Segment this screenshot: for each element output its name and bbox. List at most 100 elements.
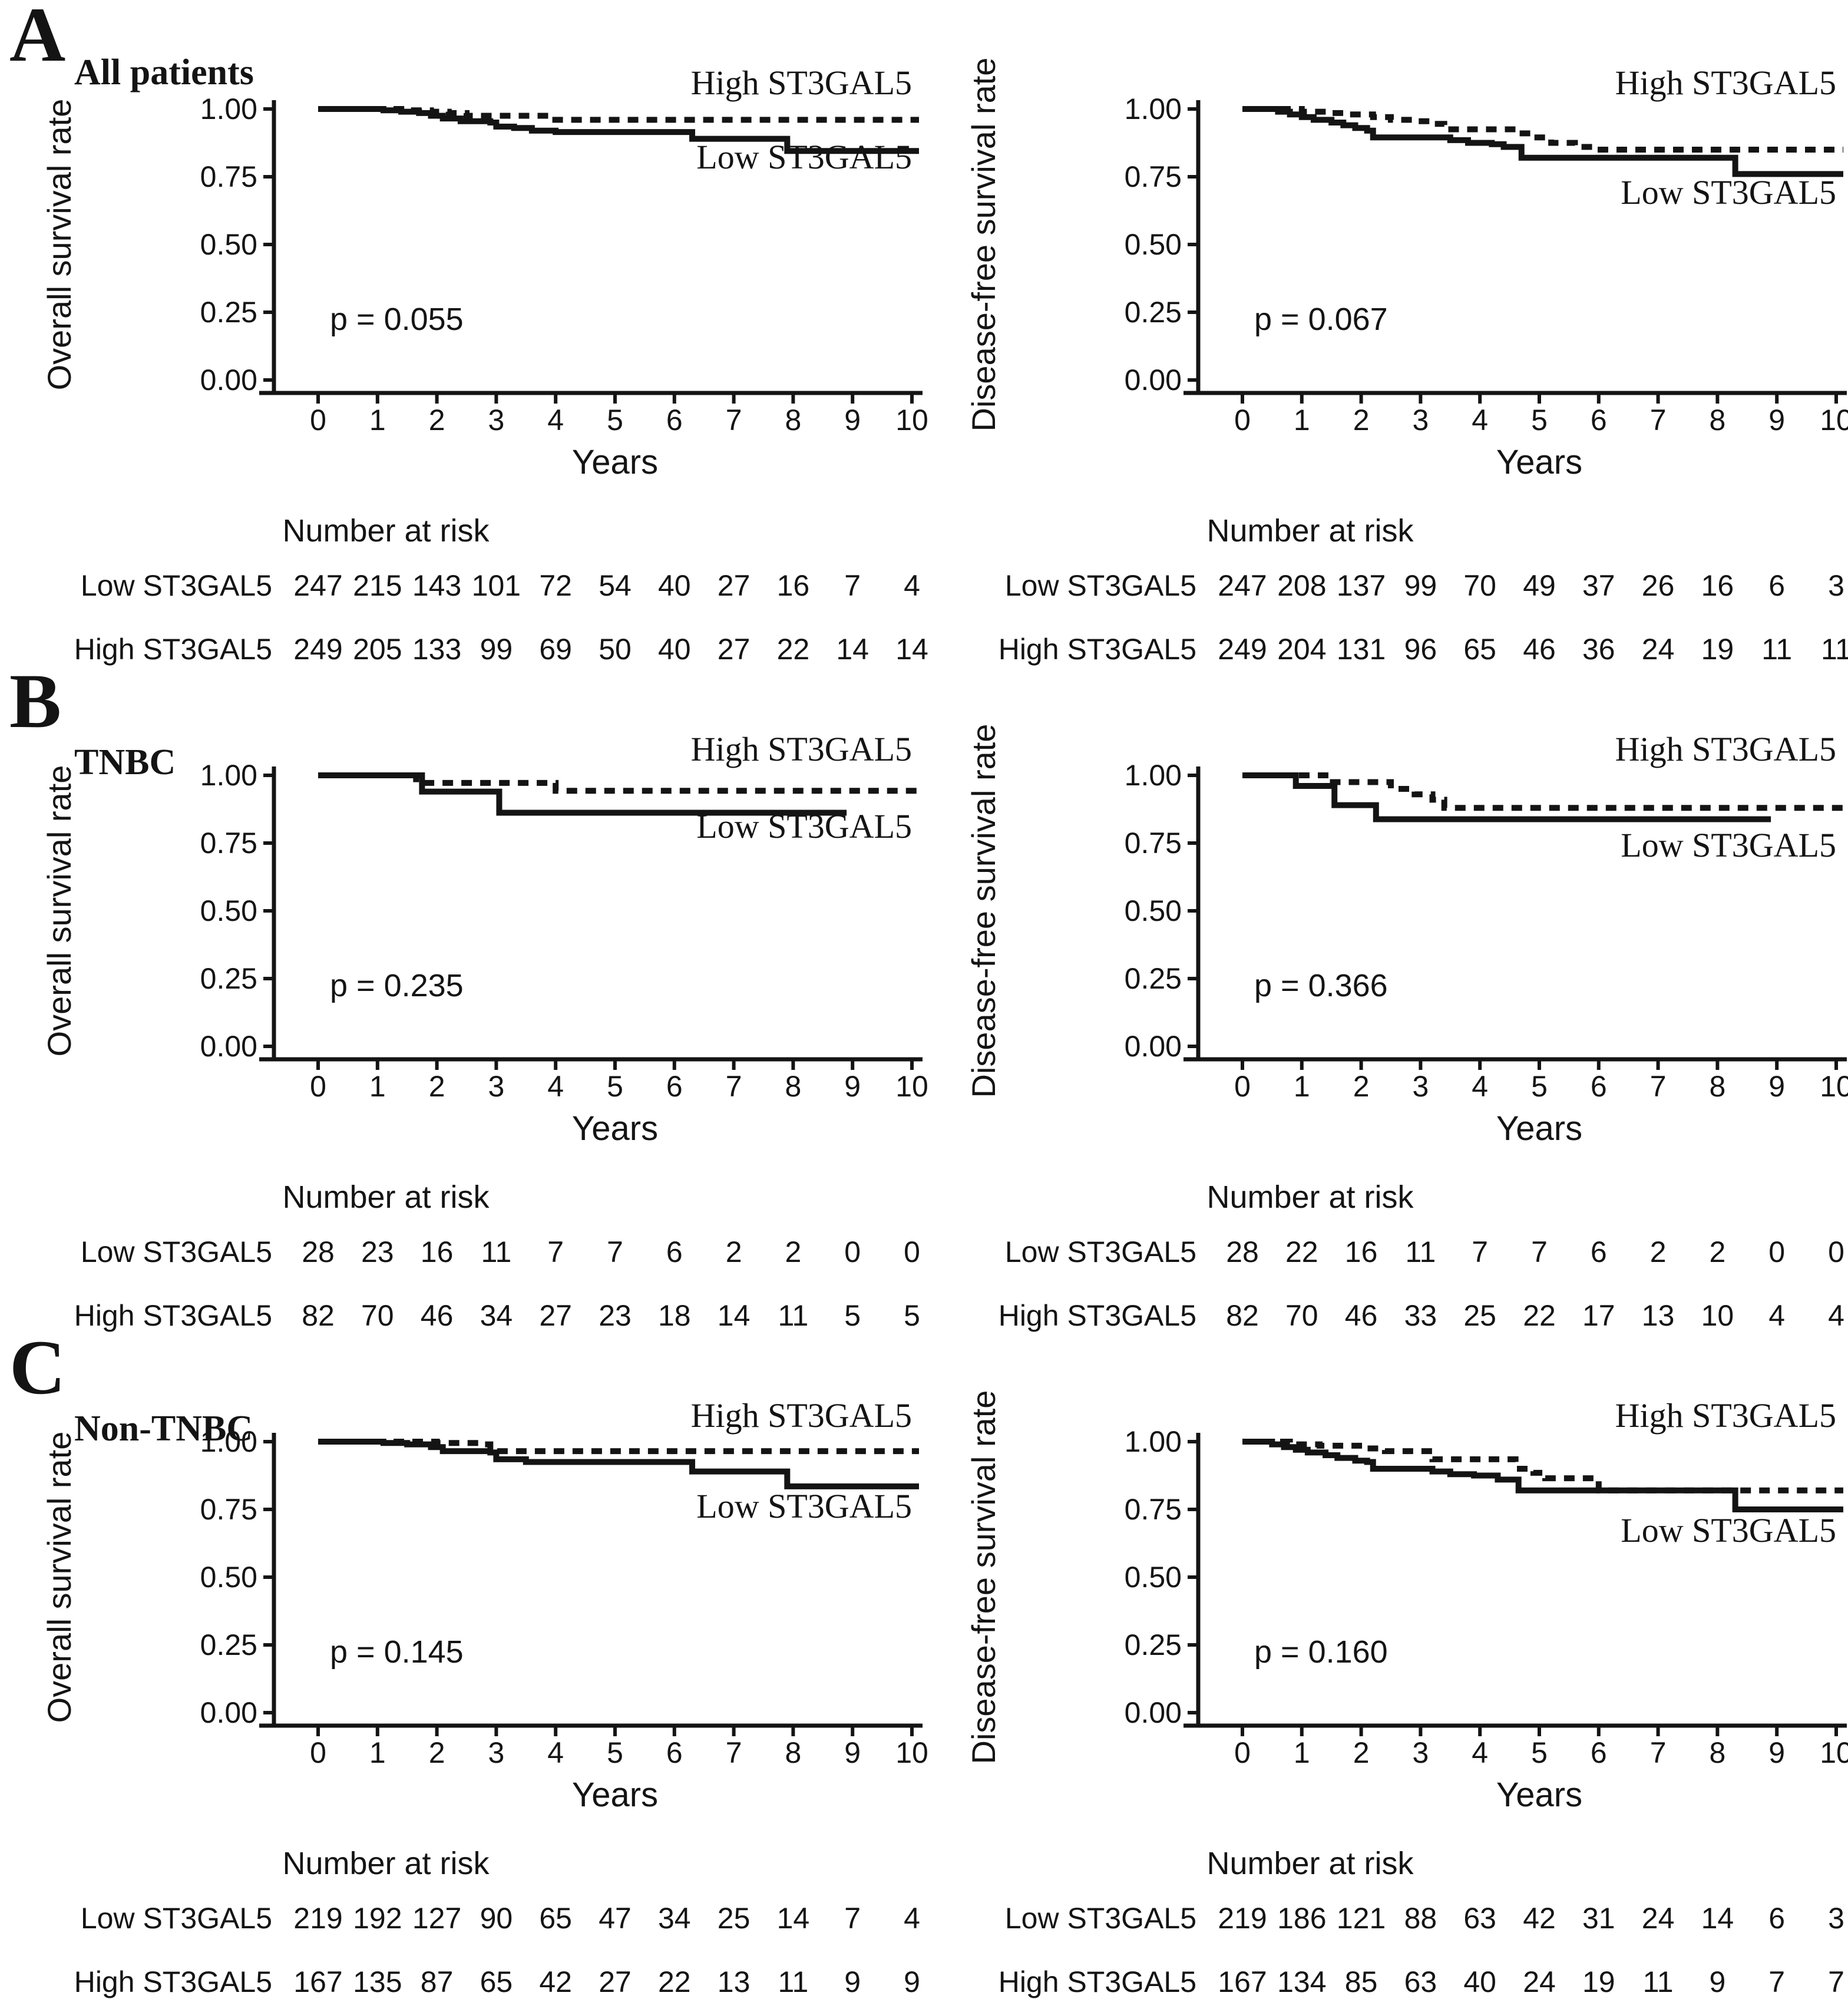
- high-st3gal5-curve: [318, 106, 919, 123]
- risk-row-label: High ST3GAL5: [998, 1965, 1196, 1998]
- risk-value: 87: [420, 1965, 454, 1998]
- risk-value: 4: [1828, 1299, 1844, 1332]
- high-st3gal5-curve: [318, 772, 919, 794]
- risk-value: 33: [1404, 1299, 1437, 1332]
- risk-value: 14: [895, 633, 928, 666]
- risk-value: 3: [1828, 569, 1844, 602]
- x-tick-label: 3: [488, 1736, 504, 1769]
- risk-value: 11: [1405, 1235, 1436, 1268]
- x-tick-label: 2: [429, 1070, 445, 1103]
- x-tick-label: 10: [1820, 1736, 1848, 1769]
- x-axis-label: Years: [572, 1109, 658, 1148]
- x-tick-label: 8: [1709, 1736, 1725, 1769]
- y-tick-label: 0.75: [1125, 160, 1182, 193]
- x-tick-label: 7: [1650, 404, 1667, 437]
- risk-value: 65: [1463, 633, 1496, 666]
- risk-value: 247: [1218, 569, 1267, 602]
- y-tick-label: 0.25: [200, 1628, 257, 1661]
- km-chart-svg: 0 1 2 3 4 5 6 7 8 9 10 1.00 0.75 0.50 0.25 0.00 Years Ove…: [41, 730, 928, 1148]
- risk-value: 24: [1641, 633, 1675, 666]
- x-tick-label: 7: [726, 1070, 742, 1103]
- risk-value: 11: [778, 1299, 809, 1332]
- risk-value: 0: [1828, 1235, 1844, 1268]
- panel-letter: B: [9, 657, 62, 744]
- risk-value: 9: [904, 1965, 920, 1998]
- risk-value: 14: [717, 1299, 751, 1332]
- x-tick-label: 1: [369, 1070, 386, 1103]
- x-tick-label: 4: [1472, 1070, 1488, 1103]
- risk-value: 70: [1463, 569, 1496, 602]
- risk-table-title: Number at risk: [282, 1846, 490, 1881]
- panel-A: A All patients 0 1 2 3 4 5 6 7 8 9 10 1.00 0.75 0.50 0.2…: [0, 0, 1848, 666]
- risk-value: 7: [1531, 1235, 1548, 1268]
- risk-value: 13: [1641, 1299, 1675, 1332]
- risk-value: 11: [1642, 1965, 1674, 1998]
- y-axis-label: Disease-free survival rate: [965, 724, 1002, 1098]
- x-tick-label: 7: [726, 404, 742, 437]
- risk-value: 127: [412, 1902, 462, 1935]
- x-tick-label: 8: [785, 1070, 801, 1103]
- risk-value: 6: [1768, 569, 1786, 602]
- risk-row: Low ST3GAL5 219 186 121 88 63 42 31 24 14 6 3: [924, 1901, 1848, 1935]
- legend-low-label: Low ST3GAL5: [696, 138, 912, 176]
- y-axis-label: Overall survival rate: [41, 99, 78, 391]
- risk-value: 82: [302, 1299, 335, 1332]
- x-tick-label: 8: [1709, 1070, 1725, 1103]
- x-tick-label: 0: [1234, 1736, 1251, 1769]
- risk-value: 70: [1285, 1299, 1318, 1332]
- risk-value: 27: [599, 1965, 632, 1998]
- risk-value: 204: [1277, 633, 1327, 666]
- risk-value: 3: [1828, 1902, 1844, 1935]
- risk-value: 16: [1701, 569, 1734, 602]
- risk-row: Low ST3GAL5 219 192 127 90 65 47 34 25 14 7 4: [0, 1901, 924, 1935]
- x-tick-label: 0: [310, 404, 326, 437]
- risk-row: High ST3GAL5 167 134 85 63 40 24 19 11 9 7 7: [924, 1965, 1848, 1998]
- y-tick-label: 0.00: [1125, 364, 1182, 397]
- risk-value: 14: [776, 1902, 810, 1935]
- x-tick-label: 1: [1294, 1736, 1310, 1769]
- risk-value: 4: [904, 1902, 920, 1935]
- low-st3gal5-curve: [1242, 772, 1771, 822]
- risk-value: 208: [1277, 569, 1327, 602]
- x-tick-label: 5: [1531, 1070, 1548, 1103]
- risk-value: 26: [1641, 569, 1675, 602]
- y-tick-label: 0.00: [200, 1696, 257, 1729]
- risk-value: 143: [412, 569, 462, 602]
- risk-value: 0: [1768, 1235, 1786, 1268]
- x-tick-label: 8: [1709, 404, 1725, 437]
- x-tick-label: 2: [1353, 1070, 1370, 1103]
- x-tick-label: 0: [310, 1736, 326, 1769]
- x-tick-label: 8: [785, 404, 801, 437]
- risk-value: 7: [547, 1235, 564, 1268]
- risk-value: 167: [1218, 1965, 1267, 1998]
- y-tick-label: 0.00: [1125, 1696, 1182, 1729]
- x-tick-label: 0: [310, 1070, 326, 1103]
- legend-low-label: Low ST3GAL5: [1621, 1511, 1836, 1549]
- x-tick-label: 4: [547, 1736, 564, 1769]
- x-axis-label: Years: [1496, 1109, 1582, 1148]
- x-tick-label: 8: [785, 1736, 801, 1769]
- y-tick-label: 1.00: [200, 92, 257, 125]
- risk-value: 96: [1404, 633, 1437, 666]
- x-tick-label: 6: [1591, 1736, 1607, 1769]
- risk-table-title: Number at risk: [1206, 1179, 1414, 1215]
- x-tick-label: 2: [429, 404, 445, 437]
- x-tick-label: 10: [1820, 404, 1848, 437]
- risk-row: High ST3GAL5 167 135 87 65 42 27 22 13 11 9 9: [0, 1965, 924, 1998]
- risk-row-label: High ST3GAL5: [74, 1965, 272, 1998]
- legend-low-label: Low ST3GAL5: [1621, 173, 1836, 212]
- x-tick-label: 2: [1353, 1736, 1370, 1769]
- risk-value: 0: [904, 1235, 920, 1268]
- x-tick-label: 0: [1234, 404, 1251, 437]
- risk-value: 7: [1768, 1965, 1786, 1998]
- risk-value: 99: [1404, 569, 1437, 602]
- x-tick-label: 5: [607, 404, 623, 437]
- x-tick-label: 6: [1591, 1070, 1607, 1103]
- x-tick-label: 4: [547, 1070, 564, 1103]
- legend-high-label: High ST3GAL5: [1615, 730, 1836, 768]
- low-st3gal5-curve: [1242, 106, 1843, 177]
- x-tick-label: 3: [1412, 1070, 1429, 1103]
- y-tick-label: 0.75: [1125, 827, 1182, 860]
- km-chart-svg: 0 1 2 3 4 5 6 7 8 9 10 1.00 0.75 0.50 0.25 0.00 Years Dis…: [965, 58, 1848, 481]
